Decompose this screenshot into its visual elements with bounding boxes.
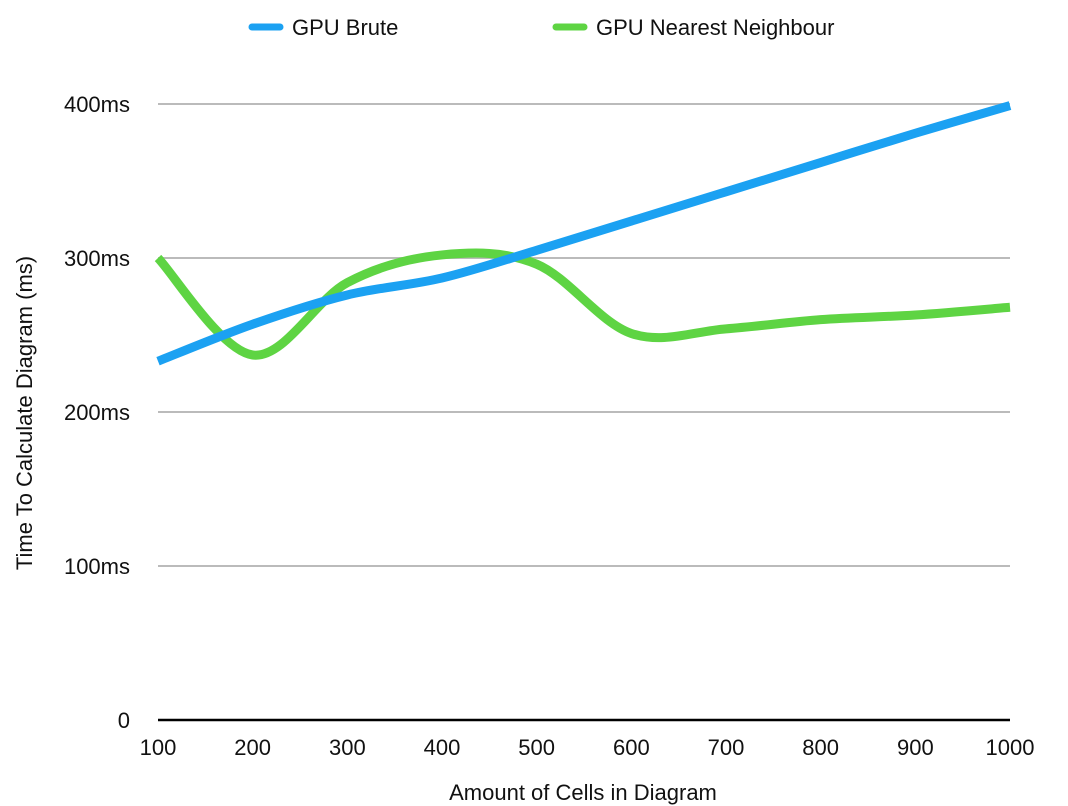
x-tick-label: 700: [708, 735, 745, 760]
y-tick-label: 0: [118, 708, 130, 733]
y-axis-title: Time To Calculate Diagram (ms): [12, 256, 37, 570]
legend-label: GPU Brute: [292, 15, 398, 40]
legend: GPU Brute GPU Nearest Neighbour: [248, 15, 834, 40]
x-tick-label: 1000: [986, 735, 1035, 760]
y-tick-label: 100ms: [64, 554, 130, 579]
x-tick-label: 400: [424, 735, 461, 760]
y-axis-ticks: 0 100ms 200ms 300ms 400ms: [64, 92, 130, 733]
x-tick-label: 200: [234, 735, 271, 760]
series-line-gpu-nearest-neighbour: [154, 248, 1011, 360]
y-tick-label: 400ms: [64, 92, 130, 117]
gridlines: [158, 103, 1010, 567]
x-tick-label: 100: [140, 735, 177, 760]
x-tick-label: 600: [613, 735, 650, 760]
series-layer: [154, 101, 1012, 366]
y-tick-label: 200ms: [64, 400, 130, 425]
x-tick-label: 900: [897, 735, 934, 760]
x-axis-ticks: 100 200 300 400 500 600 700 800 900 1000: [140, 735, 1035, 760]
y-tick-label: 300ms: [64, 246, 130, 271]
x-axis-title: Amount of Cells in Diagram: [449, 780, 717, 805]
x-tick-label: 500: [518, 735, 555, 760]
x-tick-label: 300: [329, 735, 366, 760]
series-line-gpu-brute: [156, 101, 1012, 366]
x-tick-label: 800: [802, 735, 839, 760]
legend-label: GPU Nearest Neighbour: [596, 15, 834, 40]
